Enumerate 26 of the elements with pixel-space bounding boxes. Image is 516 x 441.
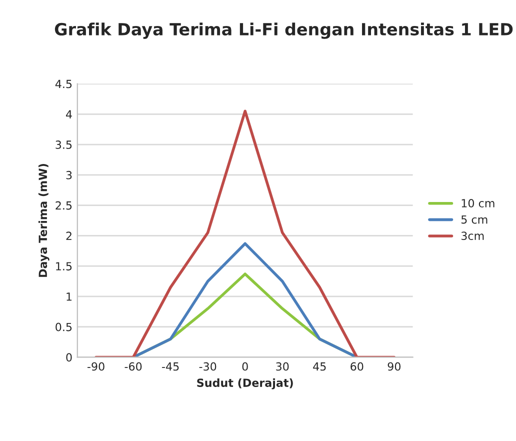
x-tick-label: -60 xyxy=(124,362,142,371)
x-tick-label: -45 xyxy=(162,362,179,371)
legend-label: 5 cm xyxy=(461,215,488,224)
x-tick-label: 90 xyxy=(388,362,400,371)
y-tick-label: 0 xyxy=(66,353,72,362)
x-tick-label: 30 xyxy=(276,362,289,371)
y-tick-label: 2 xyxy=(66,232,72,240)
x-tick-label: 0 xyxy=(242,362,248,371)
y-tick-label: 3 xyxy=(66,170,72,180)
y-tick-label: 4 xyxy=(66,110,72,118)
legend-label: 10 cm xyxy=(462,199,494,208)
y-axis-title: Daya Terima (mW) xyxy=(38,164,50,277)
line-series xyxy=(94,110,396,358)
y-tick-label: 1.5 xyxy=(56,262,72,270)
x-tick-label: -90 xyxy=(88,362,104,371)
y-tick-label: 0.5 xyxy=(56,322,72,332)
y-tick-label: 2.5 xyxy=(56,201,72,210)
legend-label: 3cm xyxy=(461,232,484,240)
x-tick-label: 60 xyxy=(350,362,364,371)
y-tick-label: 3.5 xyxy=(56,140,72,149)
y-tick-label: 4.5 xyxy=(55,80,72,88)
x-tick-label: 45 xyxy=(313,362,326,371)
y-tick-label: 1 xyxy=(66,292,72,301)
x-tick-label: -30 xyxy=(199,362,216,371)
x-axis-title: Sudut (Derajat) xyxy=(197,378,293,390)
chart-title: Grafik Daya Terima Li-Fi dengan Intensitas 1 LED xyxy=(54,22,513,39)
